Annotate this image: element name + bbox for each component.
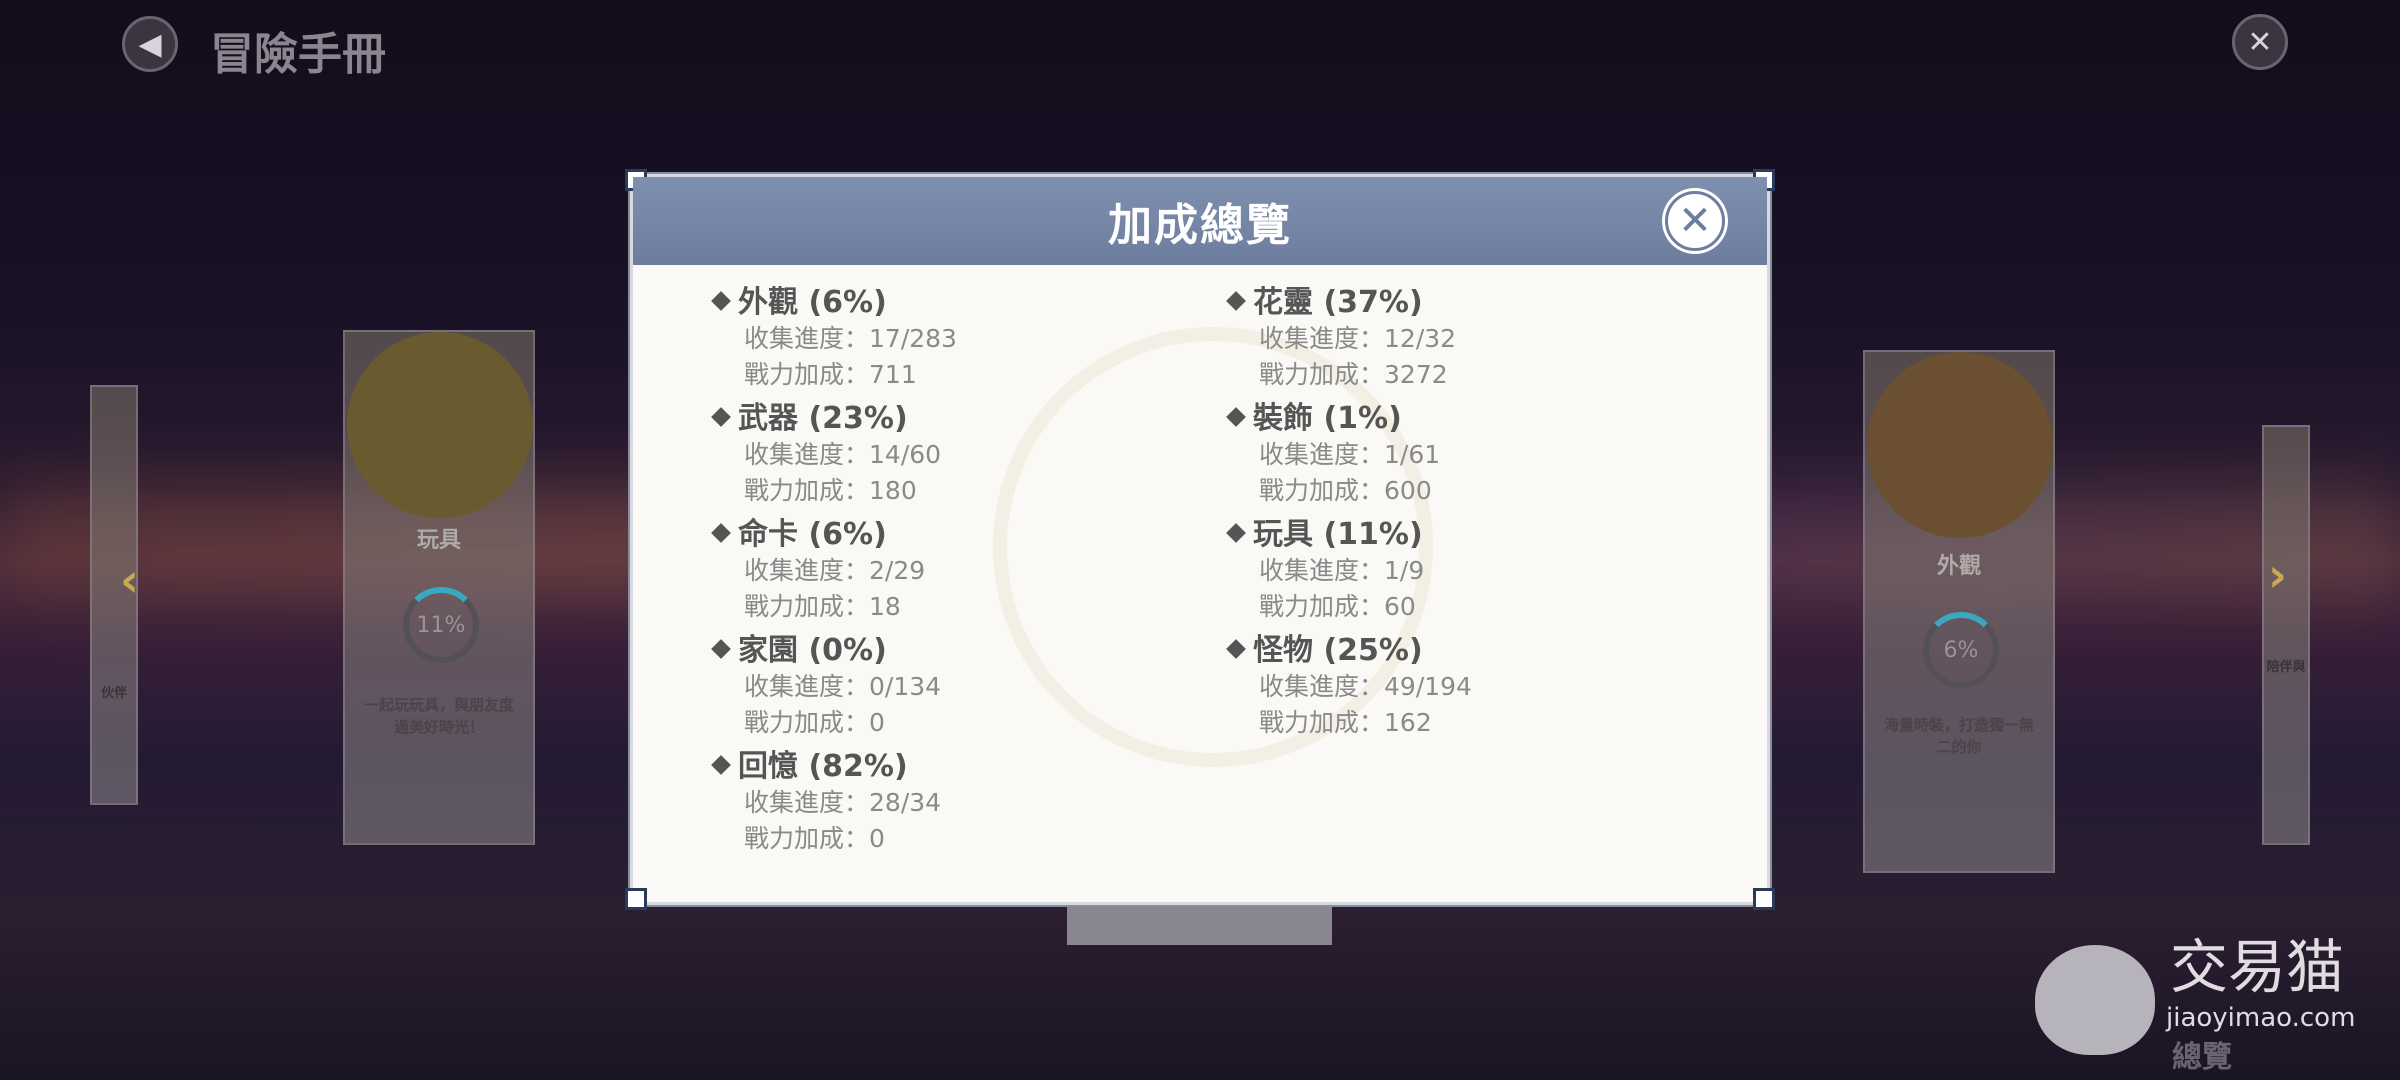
bonus-item: 玩具 (11%) 收集進度：1/9 戰力加成：60	[1226, 517, 1472, 633]
power-bonus: 戰力加成：0	[744, 824, 885, 853]
partial-card-right[interactable]: 陪伴與	[2262, 425, 2310, 845]
power-bonus: 戰力加成：162	[1259, 708, 1432, 737]
bonus-item: 家園 (0%) 收集進度：0/134 戰力加成：0	[711, 633, 957, 749]
bonus-item-title: 花靈 (37%)	[1226, 285, 1472, 321]
diamond-bullet-icon	[711, 639, 731, 659]
category-card-appearance[interactable]: 外觀 6% 海量時裝，打造獨一無二的你	[1863, 350, 2055, 873]
progress-ring: 11%	[403, 587, 479, 663]
bonus-item-title: 回憶 (82%)	[711, 749, 957, 785]
collection-progress: 收集進度：1/61	[1259, 440, 1441, 469]
bonus-item-title: 裝飾 (1%)	[1226, 401, 1472, 437]
dialog-close-button[interactable]: ✕	[1665, 191, 1725, 251]
dialog-title: 加成總覽	[1108, 200, 1292, 251]
dialog-header: 加成總覽 ✕	[633, 177, 1767, 265]
diamond-bullet-icon	[1226, 523, 1246, 543]
next-arrow-icon[interactable]: ›	[2268, 548, 2287, 602]
bonus-item-title: 怪物 (25%)	[1226, 633, 1472, 669]
diamond-bullet-icon	[711, 523, 731, 543]
bonus-overview-dialog: 加成總覽 ✕ 外觀 (6%) 收集進度：17/283 戰力加成：711 武器 (2…	[625, 169, 1775, 910]
bonus-item-title: 玩具 (11%)	[1226, 517, 1472, 553]
plush-toy-icon	[347, 332, 533, 518]
bonus-item-title: 外觀 (6%)	[711, 285, 957, 321]
collection-progress: 收集進度：28/34	[744, 788, 942, 817]
collection-progress: 收集進度：49/194	[1259, 672, 1472, 701]
bonus-item-title: 武器 (23%)	[711, 401, 957, 437]
power-bonus: 戰力加成：60	[1259, 592, 1416, 621]
diamond-bullet-icon	[711, 291, 731, 311]
collection-progress: 收集進度：14/60	[744, 440, 942, 469]
bonus-item: 命卡 (6%) 收集進度：2/29 戰力加成：18	[711, 517, 957, 633]
bonus-item: 外觀 (6%) 收集進度：17/283 戰力加成：711	[711, 285, 957, 401]
collection-progress: 收集進度：17/283	[744, 324, 957, 353]
corner-ornament	[625, 888, 647, 910]
back-arrow-icon: ◀	[138, 26, 162, 62]
progress-ring: 6%	[1923, 612, 1999, 688]
overview-label[interactable]: 總覽	[2172, 1040, 2232, 1075]
power-bonus: 戰力加成：3272	[1259, 360, 1448, 389]
corner-ornament	[1753, 888, 1775, 910]
close-icon: ✕	[2247, 24, 2273, 60]
diamond-bullet-icon	[1226, 291, 1246, 311]
watermark-name: 交易猫	[2170, 933, 2345, 1001]
watermark-url: jiaoyimao.com	[2166, 1003, 2356, 1033]
close-icon: ✕	[1678, 198, 1712, 244]
prev-arrow-icon[interactable]: ‹	[120, 553, 139, 607]
bonus-list-left: 外觀 (6%) 收集進度：17/283 戰力加成：711 武器 (23%) 收集進…	[711, 285, 957, 865]
category-card-toys[interactable]: 玩具 11% 一起玩玩具，與朋友度過美好時光！	[343, 330, 535, 845]
collection-progress: 收集進度：12/32	[1259, 324, 1457, 353]
diamond-bullet-icon	[711, 755, 731, 775]
power-bonus: 戰力加成：180	[744, 476, 917, 505]
power-bonus: 戰力加成：711	[744, 360, 917, 389]
back-button[interactable]: ◀	[122, 16, 178, 72]
partial-card-left[interactable]: 伙伴	[90, 385, 138, 805]
bonus-item-title: 命卡 (6%)	[711, 517, 957, 553]
bonus-list-right: 花靈 (37%) 收集進度：12/32 戰力加成：3272 裝飾 (1%) 收集進…	[1226, 285, 1472, 749]
bonus-item: 裝飾 (1%) 收集進度：1/61 戰力加成：600	[1226, 401, 1472, 517]
power-bonus: 戰力加成：0	[744, 708, 885, 737]
bonus-item: 怪物 (25%) 收集進度：49/194 戰力加成：162	[1226, 633, 1472, 749]
bonus-item-title: 家園 (0%)	[711, 633, 957, 669]
bonus-item: 花靈 (37%) 收集進度：12/32 戰力加成：3272	[1226, 285, 1472, 401]
diamond-bullet-icon	[1226, 407, 1246, 427]
diamond-bullet-icon	[711, 407, 731, 427]
bonus-item: 武器 (23%) 收集進度：14/60 戰力加成：180	[711, 401, 957, 517]
collection-progress: 收集進度：0/134	[744, 672, 942, 701]
collection-progress: 收集進度：1/9	[1259, 556, 1425, 585]
watermark-logo	[2035, 945, 2155, 1055]
diamond-bullet-icon	[1226, 639, 1246, 659]
bonus-item: 回憶 (82%) 收集進度：28/34 戰力加成：0	[711, 749, 957, 865]
power-bonus: 戰力加成：600	[1259, 476, 1432, 505]
power-bonus: 戰力加成：18	[744, 592, 901, 621]
close-button[interactable]: ✕	[2232, 14, 2288, 70]
collection-progress: 收集進度：2/29	[744, 556, 926, 585]
app-title: 冒險手冊	[210, 29, 386, 80]
outfit-icon	[1867, 352, 2053, 538]
